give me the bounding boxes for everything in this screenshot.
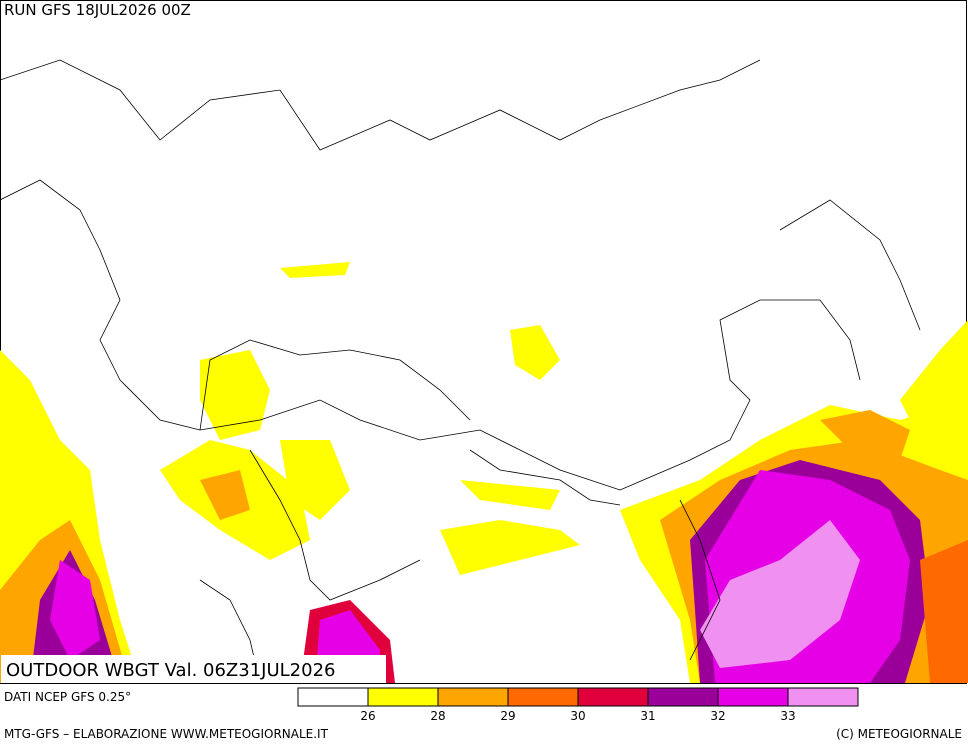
title-box bbox=[1, 655, 386, 683]
legend-tick-label: 30 bbox=[570, 709, 585, 723]
legend-swatch bbox=[367, 687, 439, 707]
legend-tick-label: 29 bbox=[500, 709, 515, 723]
legend-swatch bbox=[437, 687, 509, 707]
footer-left: MTG-GFS – ELABORAZIONE WWW.METEOGIORNALE… bbox=[4, 727, 329, 741]
legend-tick-label: 32 bbox=[710, 709, 725, 723]
legend-swatch bbox=[787, 687, 859, 707]
source-label: DATI NCEP GFS 0.25° bbox=[4, 690, 131, 704]
legend-tick-label: 31 bbox=[640, 709, 655, 723]
map-title: OUTDOOR WBGT Val. 06Z31JUL2026 bbox=[6, 660, 335, 681]
country-borders bbox=[0, 59, 921, 684]
legend-swatch bbox=[297, 687, 369, 707]
legend-tick-label: 28 bbox=[430, 709, 445, 723]
map-field bbox=[0, 262, 968, 683]
legend-swatch bbox=[717, 687, 789, 707]
legend-swatch bbox=[507, 687, 579, 707]
legend-swatch bbox=[647, 687, 719, 707]
legend-swatch bbox=[577, 687, 649, 707]
run-label: RUN GFS 18JUL2026 00Z bbox=[4, 1, 191, 19]
color-legend: 26 28 29 30 31 32 33 bbox=[297, 687, 859, 723]
footer-right: (C) METEOGIORNALE bbox=[836, 727, 962, 741]
legend-tick-label: 33 bbox=[780, 709, 795, 723]
legend-tick-label: 26 bbox=[360, 709, 375, 723]
